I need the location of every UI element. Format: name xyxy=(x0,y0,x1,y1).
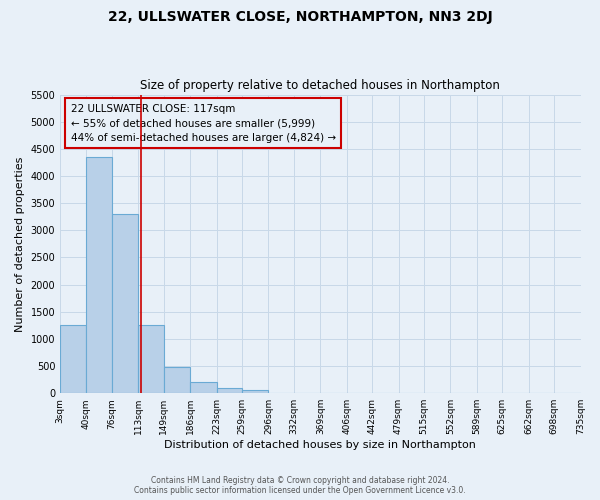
Bar xyxy=(217,388,242,393)
Bar xyxy=(112,214,139,393)
Text: Contains HM Land Registry data © Crown copyright and database right 2024.
Contai: Contains HM Land Registry data © Crown c… xyxy=(134,476,466,495)
Bar xyxy=(86,157,112,393)
Bar xyxy=(139,326,164,393)
Bar xyxy=(190,382,217,393)
Title: Size of property relative to detached houses in Northampton: Size of property relative to detached ho… xyxy=(140,79,500,92)
Bar xyxy=(60,326,86,393)
Bar xyxy=(164,367,190,393)
Bar xyxy=(242,390,268,393)
Y-axis label: Number of detached properties: Number of detached properties xyxy=(15,156,25,332)
X-axis label: Distribution of detached houses by size in Northampton: Distribution of detached houses by size … xyxy=(164,440,476,450)
Text: 22, ULLSWATER CLOSE, NORTHAMPTON, NN3 2DJ: 22, ULLSWATER CLOSE, NORTHAMPTON, NN3 2D… xyxy=(107,10,493,24)
Text: 22 ULLSWATER CLOSE: 117sqm
← 55% of detached houses are smaller (5,999)
44% of s: 22 ULLSWATER CLOSE: 117sqm ← 55% of deta… xyxy=(71,104,335,143)
